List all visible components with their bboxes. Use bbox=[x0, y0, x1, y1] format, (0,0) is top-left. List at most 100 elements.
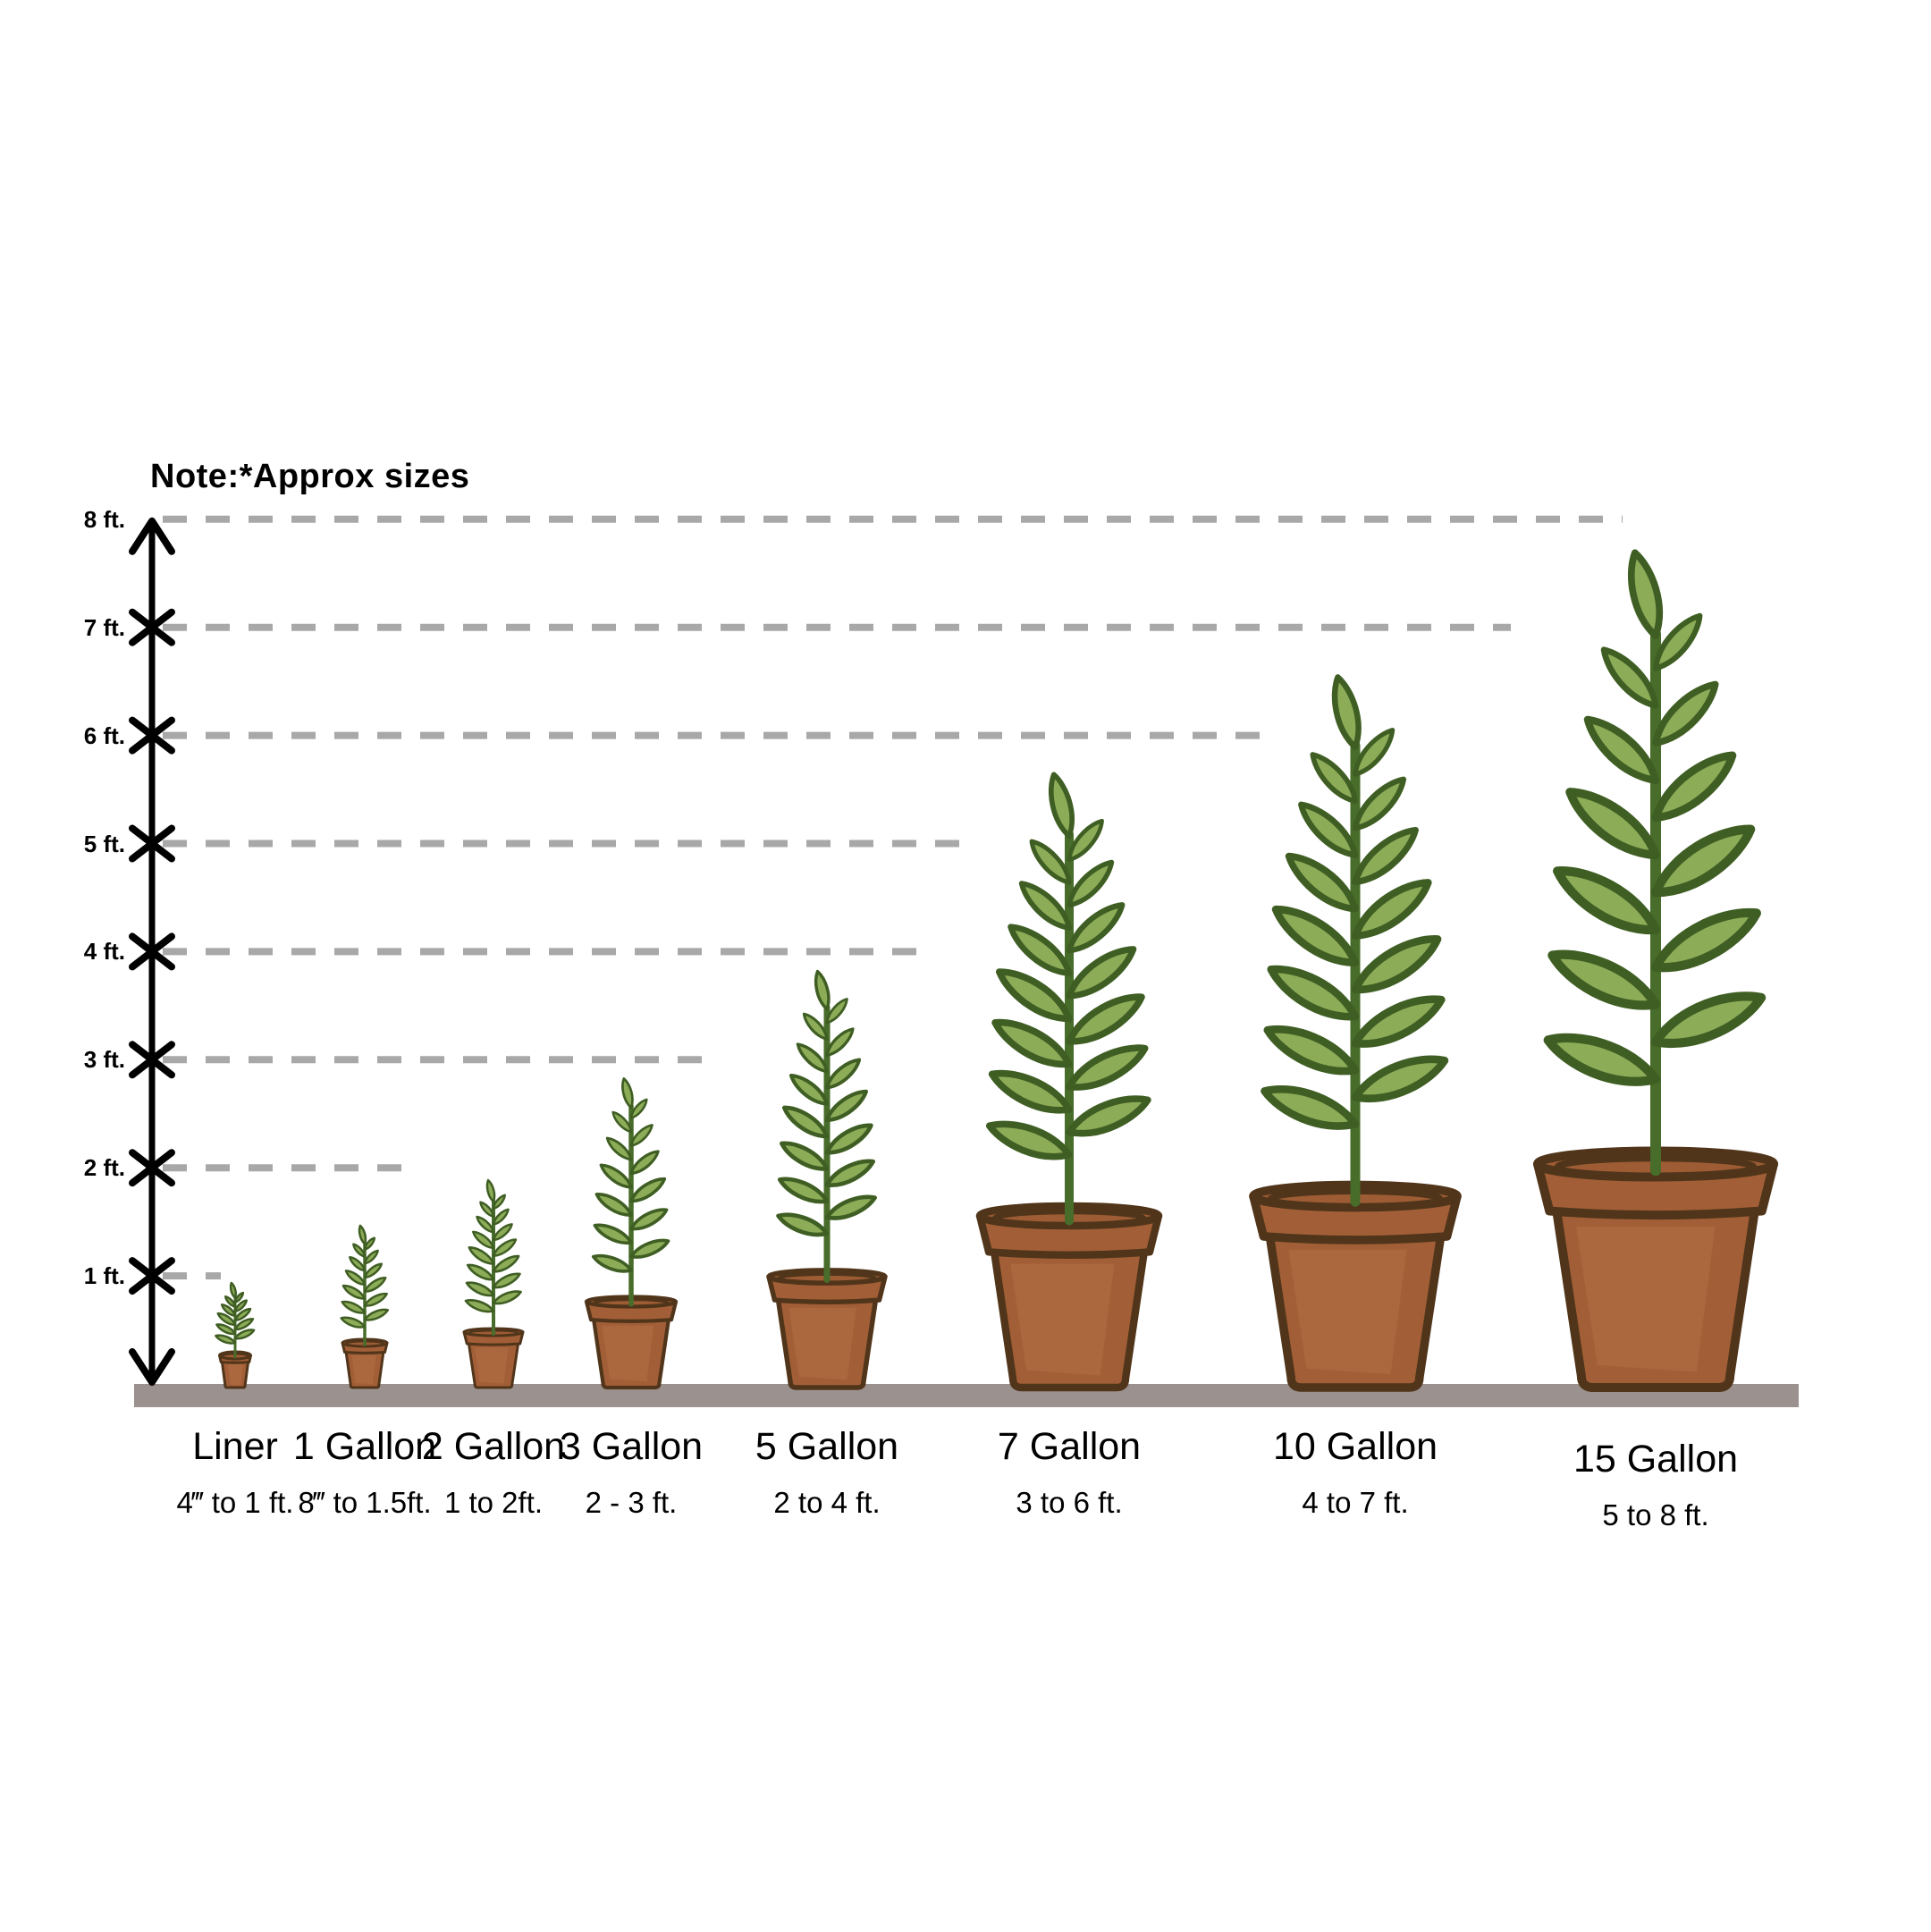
leaf bbox=[363, 1308, 390, 1321]
leaf bbox=[1583, 715, 1660, 785]
leaf bbox=[629, 1238, 670, 1259]
leaf bbox=[629, 1098, 648, 1119]
axis-label-8ft: 8 ft. bbox=[83, 505, 125, 533]
axis-label-1ft: 1 ft. bbox=[83, 1262, 125, 1290]
leaf bbox=[479, 1201, 495, 1218]
plant-size-label-2-gallon: 1 to 2ft. bbox=[443, 1486, 544, 1519]
axis-x-tick-2ft bbox=[129, 1149, 175, 1187]
leaf bbox=[1565, 788, 1660, 860]
axis-arrow-down-icon bbox=[129, 1348, 175, 1386]
leaf bbox=[1543, 1033, 1661, 1086]
axis-label-6ft: 6 ft. bbox=[83, 721, 125, 749]
leaf bbox=[492, 1208, 510, 1226]
leaf bbox=[629, 1177, 667, 1203]
leaf bbox=[1263, 1025, 1360, 1076]
axis-label-4ft: 4 ft. bbox=[83, 938, 125, 966]
leaf bbox=[363, 1249, 379, 1265]
plant-2-gallon bbox=[462, 1178, 525, 1389]
leaf bbox=[363, 1277, 387, 1293]
axis-label-7ft: 7 ft. bbox=[83, 613, 125, 641]
plant-size-label-liner: 4‴ to 1 ft. bbox=[176, 1486, 294, 1519]
axis-arrow-up-icon bbox=[129, 517, 175, 555]
terminal-leaf bbox=[814, 969, 831, 1011]
leaf bbox=[233, 1307, 252, 1322]
leaf bbox=[1310, 752, 1358, 805]
plant-label-1-gallon: 1 Gallon bbox=[292, 1425, 437, 1468]
leaf bbox=[224, 1295, 237, 1308]
axis-label-2ft: 2 ft. bbox=[83, 1154, 125, 1182]
plant-size-label-7-gallon: 3 to 6 ft. bbox=[1016, 1486, 1123, 1519]
pot-body bbox=[990, 1247, 1149, 1392]
leaf bbox=[988, 1069, 1073, 1114]
terminal-leaf bbox=[1331, 674, 1362, 751]
leaf bbox=[492, 1272, 521, 1289]
plant-size-label-1-gallon: 8‴ to 1.5ft. bbox=[298, 1486, 432, 1519]
terminal-leaf bbox=[1627, 549, 1663, 640]
axis-x-tick-4ft bbox=[129, 932, 175, 971]
leaf bbox=[215, 1323, 237, 1336]
terminal-leaf bbox=[358, 1224, 367, 1245]
leaf bbox=[1067, 859, 1115, 908]
leaf bbox=[1650, 907, 1761, 973]
pot-highlight bbox=[1288, 1249, 1407, 1375]
leaf bbox=[220, 1303, 237, 1317]
leaf bbox=[1652, 612, 1703, 671]
leaf bbox=[1285, 852, 1359, 913]
pot-highlight bbox=[227, 1364, 243, 1386]
leaf bbox=[780, 1141, 830, 1171]
leaf bbox=[789, 1073, 830, 1106]
plant-size-label-5-gallon: 2 to 4 ft. bbox=[773, 1486, 881, 1519]
leaf bbox=[1267, 965, 1360, 1021]
leaf bbox=[781, 1105, 830, 1139]
terminal-leaf bbox=[485, 1178, 496, 1203]
pot-highlight bbox=[1576, 1227, 1716, 1372]
leaf bbox=[825, 998, 848, 1025]
axis-x-tick-1ft bbox=[129, 1257, 175, 1295]
terminal-leaf bbox=[1049, 772, 1075, 839]
leaf bbox=[349, 1256, 367, 1272]
leaf bbox=[352, 1243, 367, 1258]
ground-line bbox=[134, 1384, 1799, 1407]
leaf bbox=[825, 1027, 855, 1058]
leaf bbox=[1066, 1095, 1151, 1137]
pot-body bbox=[220, 1360, 250, 1389]
leaf bbox=[1547, 949, 1661, 1010]
leaf bbox=[1029, 839, 1072, 885]
leaf bbox=[1652, 680, 1719, 747]
terminal-leaf bbox=[229, 1281, 237, 1299]
leaf bbox=[1271, 905, 1360, 967]
leaf bbox=[363, 1236, 376, 1251]
leaf bbox=[796, 1042, 829, 1074]
leaf bbox=[1066, 1044, 1149, 1091]
leaf bbox=[233, 1329, 256, 1340]
leaf bbox=[1298, 801, 1359, 858]
pot-highlight bbox=[351, 1355, 376, 1385]
plant-5-gallon bbox=[766, 969, 888, 1390]
plant-15-gallon bbox=[1533, 549, 1778, 1392]
leaf bbox=[1351, 935, 1442, 994]
plant-label-15-gallon: 15 Gallon bbox=[1573, 1438, 1739, 1481]
leaf bbox=[824, 1123, 873, 1155]
leaf bbox=[599, 1163, 633, 1189]
leaf bbox=[629, 1150, 660, 1176]
leaf bbox=[1066, 946, 1137, 1000]
leaf bbox=[492, 1194, 506, 1211]
leaf bbox=[464, 1299, 495, 1313]
leaf bbox=[1600, 646, 1659, 709]
leaf bbox=[466, 1263, 495, 1281]
axis-label-3ft: 3 ft. bbox=[83, 1046, 125, 1074]
plant-label-liner: Liner bbox=[192, 1425, 278, 1468]
plant-10-gallon bbox=[1249, 674, 1462, 1392]
leaf bbox=[492, 1290, 522, 1305]
leaf bbox=[1650, 991, 1767, 1048]
leaf bbox=[1553, 866, 1661, 935]
plant-7-gallon bbox=[975, 772, 1163, 1392]
leaf bbox=[824, 1089, 868, 1123]
pot-body bbox=[467, 1341, 520, 1389]
leaf bbox=[1351, 995, 1446, 1048]
axis-x-tick-5ft bbox=[129, 824, 175, 863]
terminal-leaf bbox=[621, 1077, 634, 1109]
plant-label-2-gallon: 2 Gallon bbox=[421, 1425, 566, 1468]
